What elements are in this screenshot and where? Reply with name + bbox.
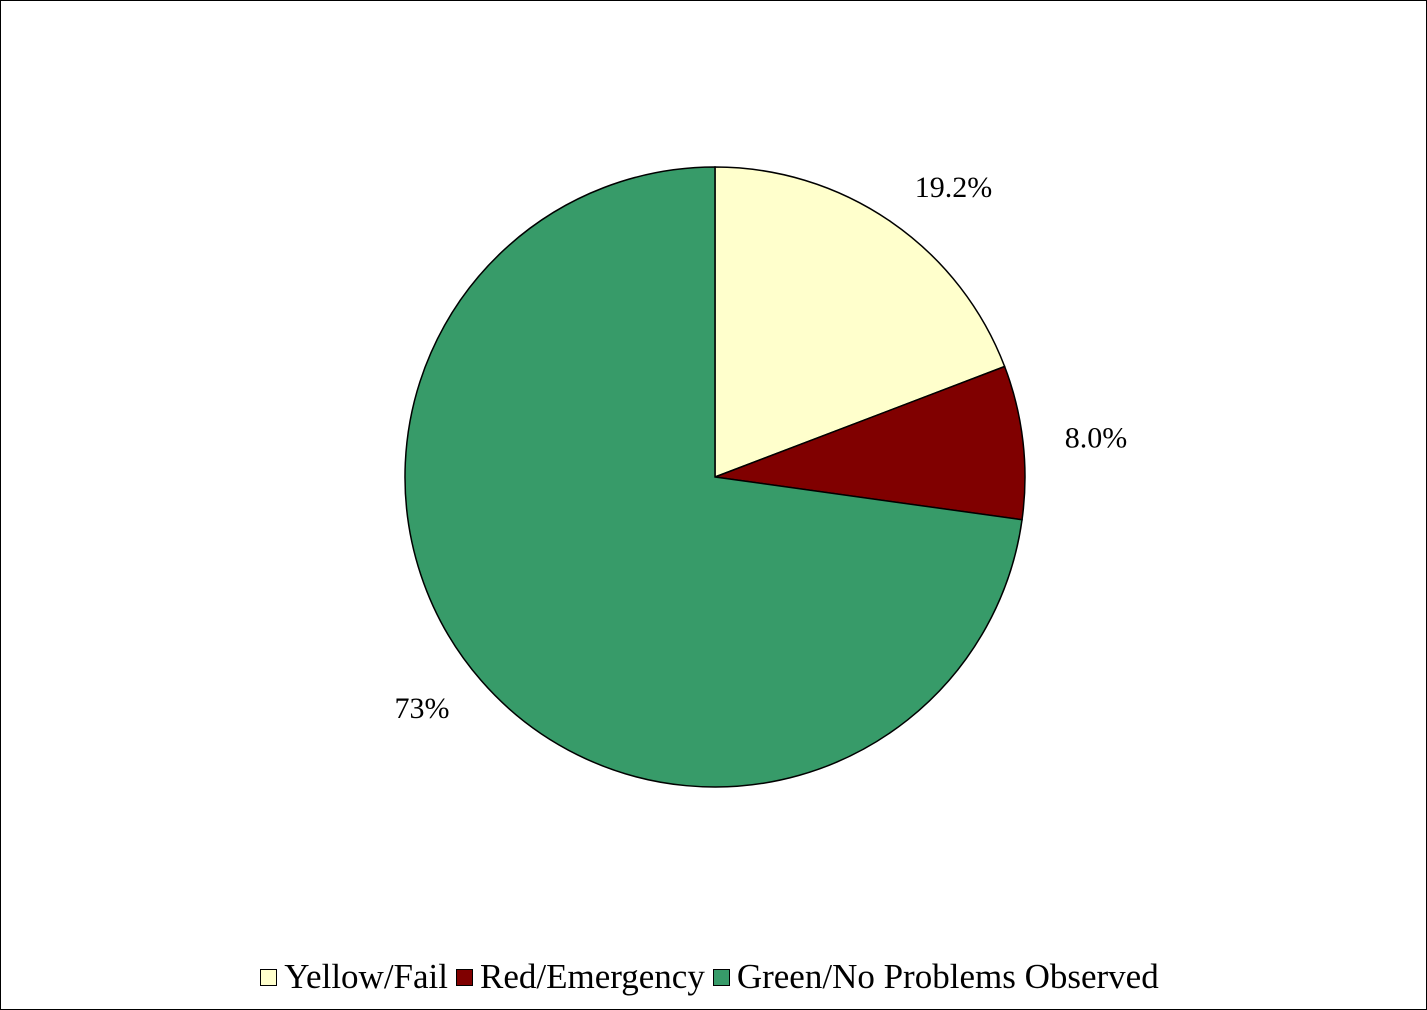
legend-label-red-emergency: Red/Emergency	[480, 957, 705, 996]
pie-slice-yellow-fail	[714, 166, 1006, 479]
legend-label-green-no-problems: Green/No Problems Observed	[736, 957, 1159, 996]
data-label-yellow-fail: 19.2%	[915, 171, 993, 204]
legend-item-yellow-fail: Yellow/Fail	[260, 957, 448, 997]
legend-swatch-green	[712, 968, 730, 986]
pie-chart: 19.2% 8.0% 73%	[395, 166, 1128, 788]
legend-item-green-no-problems: Green/No Problems Observed	[712, 957, 1159, 997]
legend-item-red-emergency: Red/Emergency	[456, 957, 705, 997]
legend-swatch-yellow	[260, 968, 278, 986]
pie-slice-red-emergency	[714, 365, 1026, 521]
data-label-red-emergency: 8.0%	[1065, 421, 1128, 454]
legend: Yellow/Fail Red/Emergency Green/No Probl…	[1, 957, 1426, 997]
legend-swatch-red	[456, 968, 473, 986]
legend-label-yellow-fail: Yellow/Fail	[284, 957, 448, 996]
data-label-green-no-problems: 73%	[395, 692, 450, 725]
pie-slice-green-no-problems	[404, 166, 1023, 788]
